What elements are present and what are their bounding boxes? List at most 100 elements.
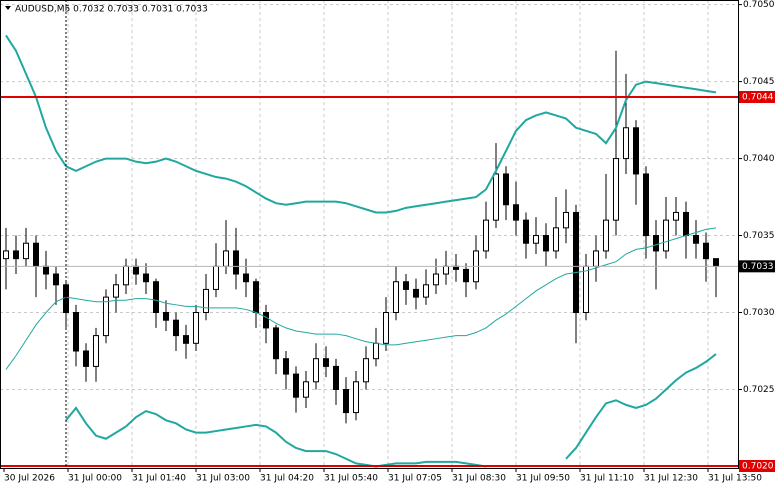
candle-body — [223, 250, 229, 267]
candle-body — [483, 219, 489, 252]
candle-body — [143, 273, 149, 283]
candle-body — [203, 288, 209, 314]
candle-body — [303, 381, 309, 398]
candle-body — [703, 242, 709, 260]
candle-body — [73, 312, 79, 352]
candle-body — [593, 250, 599, 267]
x-tick-label: 31 Jul 00:00 — [68, 474, 122, 484]
candle-body — [93, 335, 99, 367]
candle-body — [683, 211, 689, 237]
candle-body — [443, 265, 449, 275]
candle-body — [513, 204, 519, 221]
band-line — [65, 353, 717, 468]
x-tick-label: 31 Jul 05:40 — [324, 474, 378, 484]
x-tick-label: 31 Jul 13:50 — [708, 474, 762, 484]
candle-body — [313, 358, 319, 383]
candle-body — [363, 358, 369, 383]
x-tick-label: 31 Jul 09:50 — [516, 474, 570, 484]
candle-body — [283, 358, 289, 375]
menu-triangle — [5, 6, 11, 10]
candle-body — [193, 312, 199, 344]
y-tick-label: 0.7025 — [743, 385, 775, 395]
candle-body — [43, 265, 49, 275]
chart-title: AUDUSD,M5 0.7032 0.7033 0.7031 0.7033 — [15, 5, 208, 15]
candle-body — [603, 219, 609, 252]
candle-body — [393, 281, 399, 314]
candle-body — [173, 319, 179, 337]
candle-body — [3, 250, 9, 260]
candle-body — [53, 273, 59, 286]
x-tick-label: 31 Jul 01:40 — [132, 474, 186, 484]
band-line — [5, 34, 717, 214]
candle-body — [293, 373, 299, 398]
plot-frame — [0, 0, 739, 469]
candle-body — [213, 265, 219, 290]
candle-body — [253, 281, 259, 314]
candle-body — [583, 265, 589, 314]
price-tag-label: 0.7033 — [742, 262, 774, 272]
x-tick-label: 31 Jul 07:05 — [388, 474, 442, 484]
candle-body — [653, 235, 659, 252]
x-tick-label: 31 Jul 08:30 — [452, 474, 506, 484]
candle-body — [533, 235, 539, 244]
candle-body — [523, 219, 529, 244]
candle-body — [113, 284, 119, 298]
candle-body — [623, 127, 629, 160]
candle-body — [183, 335, 189, 344]
band-line — [5, 227, 717, 370]
candle-body — [613, 158, 619, 221]
candle-body — [83, 350, 89, 367]
candle-body — [263, 312, 269, 329]
candle-body — [133, 265, 139, 275]
candle-body — [493, 173, 499, 221]
y-tick-label: 0.7045 — [743, 77, 775, 87]
candle-body — [693, 235, 699, 244]
price-tag-label: 0.7020 — [742, 462, 774, 472]
candle-body — [333, 365, 339, 390]
x-tick-label: 31 Jul 11:10 — [580, 474, 634, 484]
candle-body — [713, 258, 719, 267]
candle-body — [563, 211, 569, 229]
candle-body — [233, 250, 239, 275]
candle-body — [413, 288, 419, 298]
price-tag-label: 0.7044 — [742, 92, 774, 102]
candle-body — [273, 327, 279, 360]
candle-body — [643, 173, 649, 237]
candle-body — [573, 211, 579, 314]
y-tick-label: 0.7030 — [743, 308, 775, 318]
candle-body — [463, 268, 469, 283]
candle-body — [323, 358, 329, 367]
candle-body — [543, 235, 549, 252]
candle-body — [123, 265, 129, 286]
candle-body — [423, 284, 429, 298]
candle-body — [23, 242, 29, 260]
price-tag — [739, 260, 775, 273]
candle-body — [433, 273, 439, 286]
candle-body — [663, 219, 669, 252]
x-tick-label: 31 Jul 12:30 — [644, 474, 698, 484]
candle-body — [633, 127, 639, 175]
x-tick-label: 30 Jul 2026 — [4, 474, 55, 484]
candle-body — [353, 381, 359, 414]
plot — [0, 34, 738, 468]
candle-body — [373, 342, 379, 360]
candle-body — [673, 211, 679, 221]
candle-body — [153, 281, 159, 314]
x-tick-label: 31 Jul 03:00 — [196, 474, 250, 484]
candle-body — [503, 173, 509, 206]
candle-body — [103, 296, 109, 337]
candle-body — [343, 388, 349, 414]
candle-body — [403, 281, 409, 290]
candle-body — [383, 312, 389, 344]
candle-body — [33, 242, 39, 267]
x-tick-label: 31 Jul 04:20 — [260, 474, 314, 484]
y-tick-label: 0.7040 — [743, 154, 775, 164]
candle-body — [553, 227, 559, 252]
candle-body — [163, 312, 169, 321]
y-tick-label: 0.7050 — [743, 0, 775, 10]
y-tick-label: 0.7035 — [743, 231, 775, 241]
candle-body — [243, 273, 249, 283]
price-tag — [739, 460, 775, 472]
